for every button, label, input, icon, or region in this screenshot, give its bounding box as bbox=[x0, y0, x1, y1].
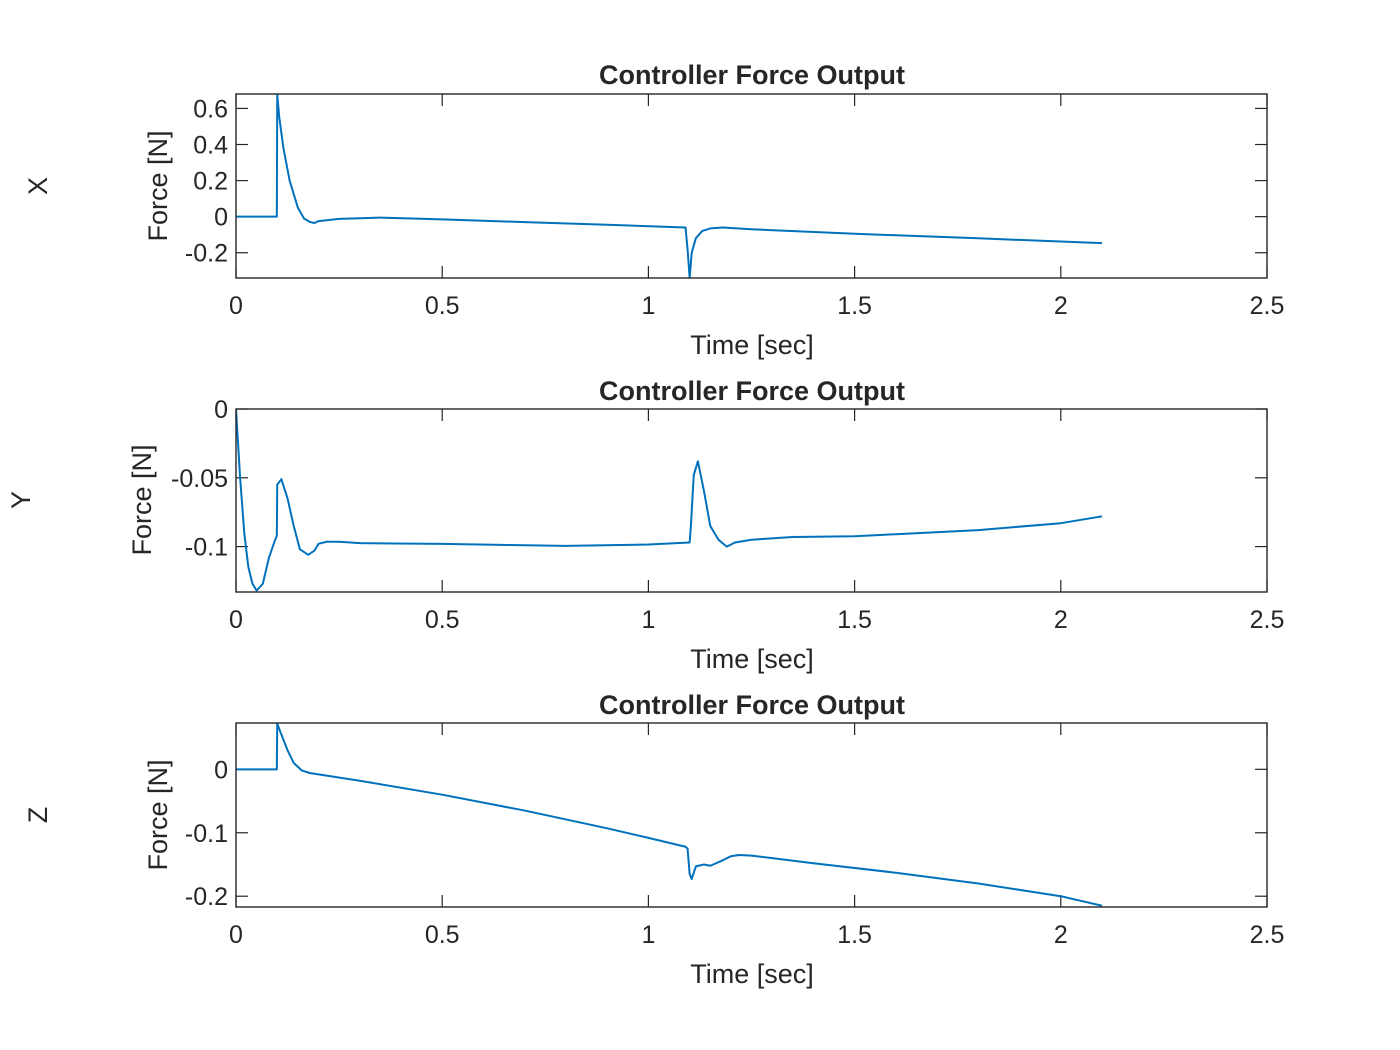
x-tick-label: 2.5 bbox=[1250, 606, 1285, 634]
y-axis-label: Force [N] bbox=[143, 130, 173, 241]
y-tick-label: 0 bbox=[214, 396, 228, 424]
x-tick-label: 0 bbox=[229, 921, 243, 949]
subplot-y: Controller Force Output Y Force [N] Time… bbox=[6, 376, 1284, 674]
x-tick-label: 1.5 bbox=[837, 921, 872, 949]
tick-layer: 0 0.5 1 1.5 2 2.5 -0.1 -0.05 0 bbox=[171, 396, 1284, 634]
line-layer bbox=[236, 723, 1103, 907]
x-tick-label: 2.5 bbox=[1250, 921, 1285, 949]
x-tick-label: 1 bbox=[641, 292, 655, 320]
subplot-title: Controller Force Output bbox=[599, 690, 905, 720]
x-tick-label: 1.5 bbox=[837, 606, 872, 634]
y-tick-label: -0.1 bbox=[185, 820, 228, 848]
series-line bbox=[236, 409, 1103, 592]
y-tick-label: 0.6 bbox=[193, 95, 228, 123]
y-tick-label: 0 bbox=[214, 756, 228, 784]
row-label: Z bbox=[23, 807, 53, 824]
x-tick-label: 0 bbox=[229, 606, 243, 634]
x-tick-label: 1 bbox=[641, 606, 655, 634]
y-tick-label: 0.2 bbox=[193, 168, 228, 196]
x-tick-label: 2 bbox=[1054, 606, 1068, 634]
axes-box bbox=[235, 722, 1268, 908]
x-tick-label: 2.5 bbox=[1250, 292, 1285, 320]
subplot-title: Controller Force Output bbox=[599, 376, 905, 406]
x-axis-label: Time [sec] bbox=[690, 644, 814, 674]
x-tick-label: 1 bbox=[641, 921, 655, 949]
subplot-x: Controller Force Output X Force [N] Time… bbox=[23, 60, 1284, 360]
y-tick-label: -0.05 bbox=[171, 465, 228, 493]
line-layer bbox=[236, 409, 1103, 592]
x-axis-label: Time [sec] bbox=[690, 959, 814, 989]
y-tick-label: -0.2 bbox=[185, 240, 228, 268]
y-axis-label: Force [N] bbox=[143, 759, 173, 870]
series-line bbox=[236, 94, 1103, 278]
y-tick-label: -0.1 bbox=[185, 534, 228, 562]
x-tick-label: 0 bbox=[229, 292, 243, 320]
axes-box bbox=[235, 93, 1268, 279]
x-tick-label: 1.5 bbox=[837, 292, 872, 320]
subplot-z: Controller Force Output Z Force [N] Time… bbox=[23, 690, 1284, 989]
x-tick-label: 0.5 bbox=[425, 921, 460, 949]
y-axis-label: Force [N] bbox=[127, 444, 157, 555]
x-tick-label: 2 bbox=[1054, 292, 1068, 320]
tick-layer: 0 0.5 1 1.5 2 2.5 -0.2 -0.1 0 bbox=[185, 723, 1284, 949]
x-tick-label: 0.5 bbox=[425, 292, 460, 320]
row-label: X bbox=[23, 177, 53, 195]
x-tick-label: 2 bbox=[1054, 921, 1068, 949]
y-tick-label: -0.2 bbox=[185, 883, 228, 911]
x-tick-label: 0.5 bbox=[425, 606, 460, 634]
y-tick-label: 0.4 bbox=[193, 132, 228, 160]
subplot-title: Controller Force Output bbox=[599, 60, 905, 90]
series-line bbox=[236, 723, 1103, 907]
line-layer bbox=[236, 94, 1103, 278]
x-axis-label: Time [sec] bbox=[690, 330, 814, 360]
axes-box bbox=[235, 408, 1268, 593]
row-label: Y bbox=[6, 491, 36, 509]
tick-layer: 0 0.5 1 1.5 2 2.5-0.200.20.40.6 bbox=[185, 94, 1284, 320]
y-tick-label: 0 bbox=[214, 204, 228, 232]
